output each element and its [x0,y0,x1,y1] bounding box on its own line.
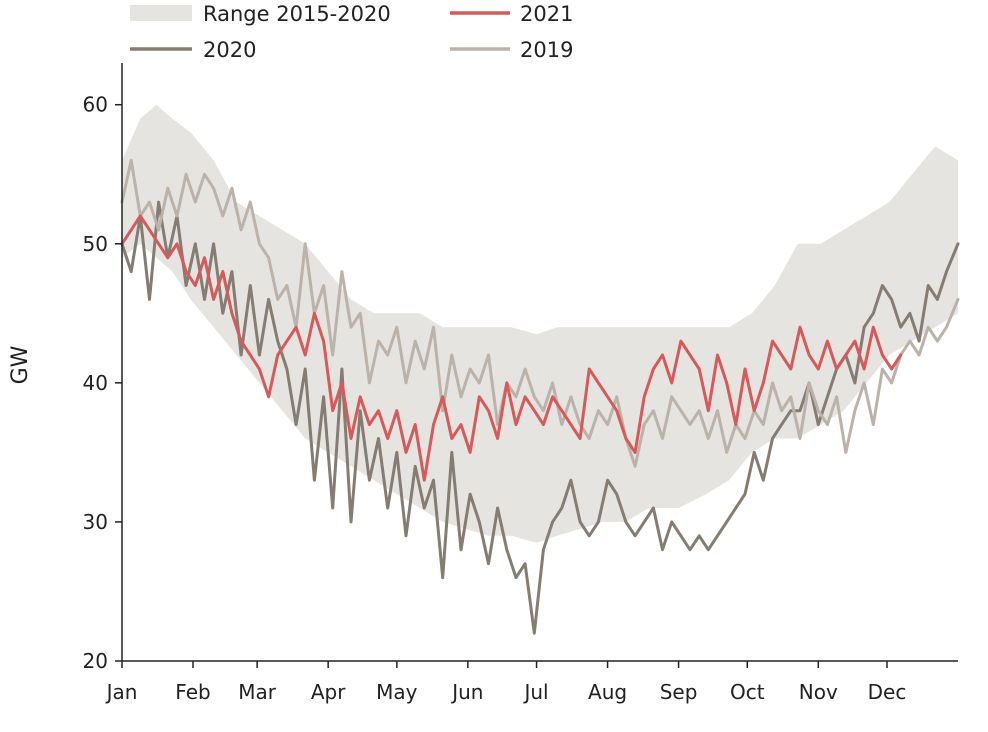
legend-item-range: Range 2015-2020 [130,2,391,26]
series-line-2019 [120,158,960,468]
legend-swatch-range [130,5,192,21]
range-band [122,104,958,543]
x-tick-label-Apr: Apr [311,680,346,704]
legend-label-2021: 2021 [520,2,573,26]
x-tick-label-Jan: Jan [105,680,138,704]
series-line-2020 [120,200,960,635]
legend-item-2021: 2021 [450,2,573,26]
x-tick-label-Oct: Oct [730,680,765,704]
y-tick-label-50: 50 [83,232,108,256]
x-tick-label-Jun: Jun [450,680,483,704]
axes: 20 30 40 50 60 Jan Feb Mar Apr May Jun Jul Aug Sep Oct… [83,63,958,704]
legend-label-range: Range 2015-2020 [203,2,391,26]
x-tick-label-Mar: Mar [238,680,277,704]
legend-label-2019: 2019 [520,38,573,62]
plot-area [120,104,960,635]
legend: Range 2015-2020 2021 2020 2019 [130,2,573,62]
legend-label-2020: 2020 [203,38,256,62]
y-tick-label-20: 20 [83,649,108,673]
legend-item-2020: 2020 [130,38,256,62]
x-tick-label-Jul: Jul [522,680,548,704]
y-axis-title: GW [8,345,33,384]
y-tick-label-30: 30 [83,510,108,534]
x-tick-label-Nov: Nov [799,680,838,704]
x-tick-label-Sep: Sep [660,680,698,704]
x-tick-label-Feb: Feb [175,680,210,704]
x-tick-label-May: May [376,680,418,704]
x-tick-label-Aug: Aug [588,680,627,704]
y-tick-label-40: 40 [83,371,108,395]
legend-item-2019: 2019 [450,38,573,62]
x-tick-label-Dec: Dec [868,680,907,704]
series-line-2021 [120,214,903,482]
y-tick-label-60: 60 [83,93,108,117]
